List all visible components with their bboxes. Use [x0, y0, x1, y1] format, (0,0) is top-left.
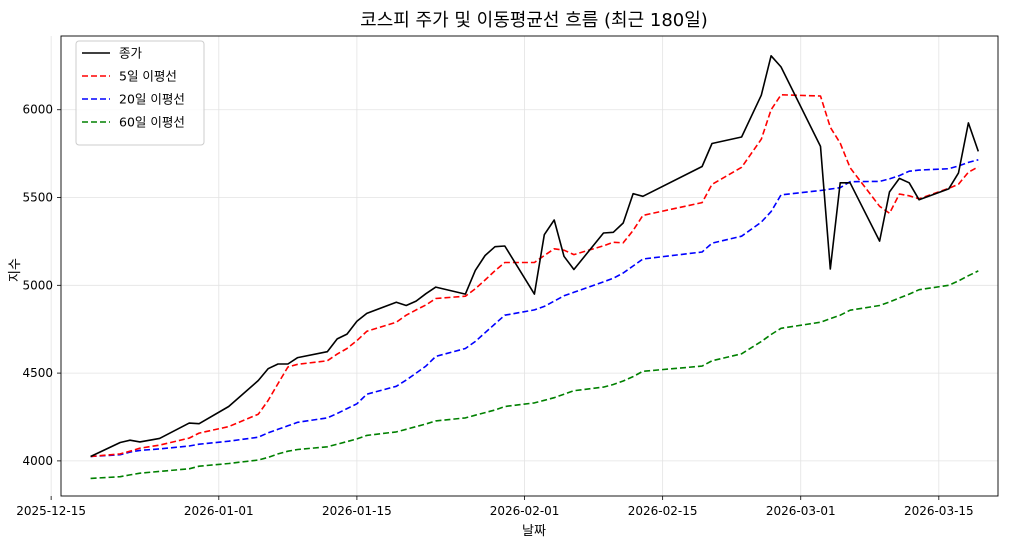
plot-frame — [60, 35, 999, 497]
legend-label: 20일 이평선 — [119, 92, 185, 107]
y-axis-label: 지수 — [8, 258, 23, 282]
legend-label: 종가 — [119, 46, 143, 61]
series-line-3 — [90, 270, 979, 480]
legend-label: 60일 이평선 — [119, 115, 185, 130]
x-axis-label: 날짜 — [522, 524, 546, 539]
x-tick-label: 2026-02-01 — [490, 504, 560, 518]
x-tick-label: 2026-01-15 — [322, 504, 392, 518]
chart-title: 코스피 주가 및 이동평균선 흐름 (최근 180일) — [360, 10, 708, 31]
series-layer — [90, 55, 980, 480]
y-axis: 4000 4500 5000 5500 6000 — [22, 103, 61, 468]
x-tick-label: 2025-12-15 — [16, 504, 86, 518]
x-tick-label: 2026-01-01 — [184, 504, 254, 518]
x-tick-label: 2026-03-15 — [904, 504, 974, 518]
legend-label: 5일 이평선 — [119, 69, 177, 84]
grid — [50, 36, 998, 496]
legend-box — [75, 40, 205, 146]
x-tick-label: 2026-03-01 — [766, 504, 836, 518]
x-tick-label: 2026-02-15 — [628, 504, 698, 518]
y-tick-label: 5500 — [22, 191, 53, 205]
y-tick-label: 6000 — [22, 103, 53, 117]
legend: 종가 5일 이평선 20일 이평선 60일 이평선 — [75, 40, 205, 146]
y-tick-label: 4500 — [22, 366, 53, 380]
y-tick-label: 5000 — [22, 278, 53, 292]
series-line-2 — [90, 159, 979, 458]
series-line-1 — [90, 94, 979, 458]
y-tick-label: 4000 — [22, 454, 53, 468]
x-axis: 2025-12-15 2026-01-01 2026-01-15 2026-02-01… — [16, 496, 974, 518]
series-line-0 — [90, 55, 980, 458]
